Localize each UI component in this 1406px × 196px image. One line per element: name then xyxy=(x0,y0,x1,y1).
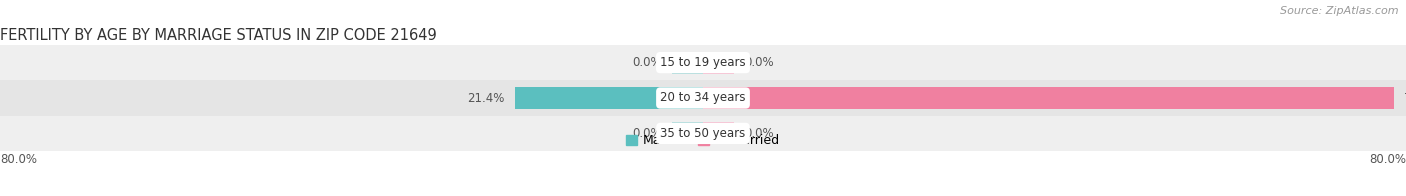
Bar xyxy=(0,45,1406,80)
Text: 80.0%: 80.0% xyxy=(1369,153,1406,166)
Text: 80.0%: 80.0% xyxy=(0,153,37,166)
Text: 78.6%: 78.6% xyxy=(1405,92,1406,104)
Text: 21.4%: 21.4% xyxy=(467,92,505,104)
Bar xyxy=(703,87,1393,109)
Bar xyxy=(703,52,734,74)
Text: 20 to 34 years: 20 to 34 years xyxy=(661,92,745,104)
Text: FERTILITY BY AGE BY MARRIAGE STATUS IN ZIP CODE 21649: FERTILITY BY AGE BY MARRIAGE STATUS IN Z… xyxy=(0,28,437,43)
Text: 0.0%: 0.0% xyxy=(744,56,773,69)
Bar xyxy=(672,122,703,144)
Bar xyxy=(703,122,734,144)
Bar xyxy=(515,87,703,109)
Text: 0.0%: 0.0% xyxy=(744,127,773,140)
Bar xyxy=(0,116,1406,151)
Text: 35 to 50 years: 35 to 50 years xyxy=(661,127,745,140)
Text: 15 to 19 years: 15 to 19 years xyxy=(661,56,745,69)
Bar xyxy=(672,52,703,74)
Text: 0.0%: 0.0% xyxy=(633,127,662,140)
Text: 0.0%: 0.0% xyxy=(633,56,662,69)
Legend: Married, Unmarried: Married, Unmarried xyxy=(621,129,785,152)
Bar xyxy=(0,80,1406,116)
Text: Source: ZipAtlas.com: Source: ZipAtlas.com xyxy=(1281,6,1399,16)
